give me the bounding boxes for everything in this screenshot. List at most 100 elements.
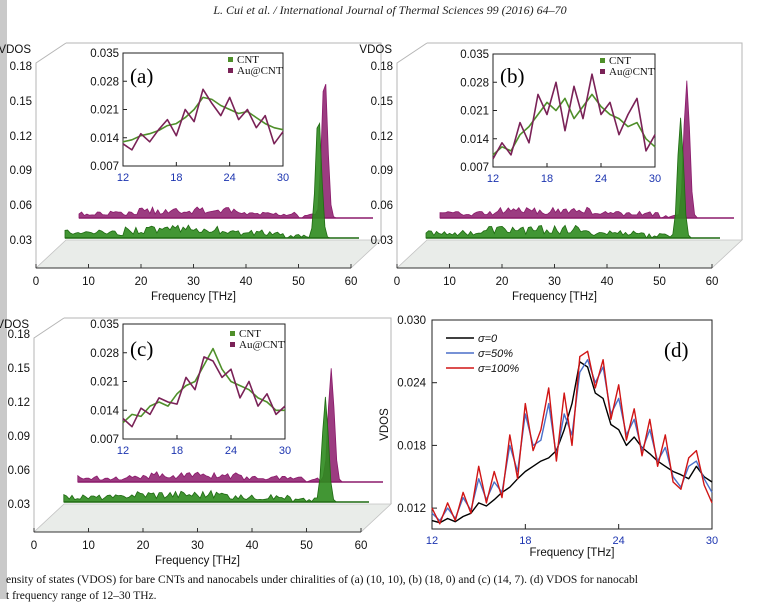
- b-y-tick-label: 0.12: [371, 131, 393, 143]
- d-legend-label-sigma-50: σ=50%: [478, 348, 513, 360]
- b-back-wall: [427, 42, 743, 240]
- a-y-tick-label: 0.09: [10, 165, 32, 177]
- c-x-tick-label: 20: [137, 540, 150, 552]
- d-y-tick-label: 0.012: [397, 503, 426, 515]
- b-inset-y-tick-label: 0.035: [460, 49, 489, 61]
- b-y-tick-label: 0.06: [371, 200, 393, 212]
- c-x-tick-label: 40: [246, 540, 259, 552]
- b-x-tick-label: 20: [496, 276, 509, 288]
- b-y-tick-label: 0.09: [371, 165, 393, 177]
- c-x-axis-title: Frequency [THz]: [155, 555, 240, 567]
- b-legend-swatch-au-cnt: [600, 69, 605, 74]
- c-panel-label: (c): [130, 337, 153, 361]
- a-inset-x-tick-label: 24: [224, 172, 236, 184]
- c-inset-series-au-cnt: [122, 356, 286, 428]
- b-x-tick-label: 30: [548, 276, 561, 288]
- b-legend-label-au-cnt: Au@CNT: [609, 66, 655, 78]
- b-inset-x-tick-label: 30: [649, 173, 661, 185]
- d-x-tick-label: 18: [519, 535, 531, 547]
- a-inset-x-tick-label: 30: [277, 172, 289, 184]
- a-inset-series-cnt: [122, 96, 284, 143]
- a-floor: [34, 239, 383, 269]
- c-y-tick-label: 0.18: [8, 329, 30, 341]
- b-inset-frame: [492, 53, 656, 168]
- b-x-tick-label: 40: [601, 276, 614, 288]
- d-x-tick-label: 24: [613, 535, 625, 547]
- a-x-tick-label: 50: [292, 276, 305, 288]
- b-x-tick-label: 60: [706, 276, 719, 288]
- b-inset-y-tick-label: 0.028: [460, 77, 489, 89]
- b-legend-label-cnt: CNT: [609, 55, 631, 67]
- c-legend-label-cnt: CNT: [239, 328, 261, 340]
- b-inset-y-tick-label: 0.007: [460, 162, 489, 174]
- b-inset-x-tick-label: 18: [541, 173, 553, 185]
- a-legend-label-au-cnt: Au@CNT: [237, 65, 283, 77]
- b-inset-series-au-cnt: [492, 73, 656, 160]
- a-y-tick-label: 0.12: [10, 131, 32, 143]
- a-inset-y-tick-label: 0.021: [90, 105, 119, 117]
- c-inset-y-tick-label: 0.021: [90, 377, 119, 389]
- d-y-tick-label: 0.024: [397, 378, 426, 390]
- b-floor: [395, 239, 744, 269]
- c-inset-y-tick-label: 0.028: [90, 348, 119, 360]
- a-back-wall: [66, 42, 382, 240]
- a-y-axis-title: VDOS: [0, 44, 31, 56]
- a-x-axis-title: Frequency [THz]: [151, 291, 236, 303]
- a-y-tick-label: 0.03: [10, 235, 32, 247]
- c-y-tick-label: 0.15: [8, 363, 30, 375]
- page-edge-bar: [0, 0, 7, 599]
- a-x-tick-label: 20: [135, 276, 148, 288]
- a-inset-x-tick-label: 18: [170, 172, 182, 184]
- a-inset-y-tick-label: 0.035: [90, 48, 119, 60]
- c-series-cnt: [63, 396, 359, 503]
- c-inset-y-tick-label: 0.014: [90, 405, 119, 417]
- a-inset-frame: [122, 52, 284, 167]
- a-x-tick-label: 10: [82, 276, 95, 288]
- d-plot-frame: [431, 319, 713, 530]
- c-x-tick-label: 60: [355, 540, 368, 552]
- c-legend-label-au-cnt: Au@CNT: [239, 339, 285, 351]
- d-series-sigma-100: [431, 350, 713, 525]
- c-x-tick-label: 10: [82, 540, 95, 552]
- d-y-tick-label: 0.030: [397, 315, 426, 327]
- figure-caption: ensity of states (VDOS) for bare CNTs an…: [6, 574, 638, 586]
- d-y-axis-title: VDOS: [379, 408, 391, 441]
- b-x-tick-label: 50: [653, 276, 666, 288]
- c-inset-y-tick-label: 0.007: [90, 434, 119, 446]
- a-inset-series-au-cnt: [122, 88, 284, 151]
- a-x-tick-label: 0: [33, 276, 39, 288]
- c-legend-swatch-cnt: [230, 331, 235, 336]
- c-x-tick-label: 50: [300, 540, 313, 552]
- c-inset-y-tick-label: 0.035: [90, 319, 119, 331]
- a-y-tick-label: 0.15: [10, 96, 32, 108]
- c-inset-series-cnt: [122, 347, 285, 424]
- d-legend-label-sigma-100: σ=100%: [478, 363, 519, 375]
- c-y-tick-label: 0.03: [8, 499, 30, 511]
- d-x-tick-label: 30: [706, 535, 718, 547]
- b-inset-x-tick-label: 12: [487, 173, 499, 185]
- d-y-tick-label: 0.018: [397, 440, 426, 452]
- b-y-tick-label: 0.15: [371, 96, 393, 108]
- d-x-tick-label: 12: [426, 535, 438, 547]
- b-y-tick-label: 0.03: [371, 235, 393, 247]
- c-inset-x-tick-label: 12: [117, 445, 129, 457]
- b-x-axis-title: Frequency [THz]: [512, 291, 597, 303]
- c-x-tick-label: 30: [191, 540, 204, 552]
- a-x-tick-label: 60: [345, 276, 358, 288]
- c-y-tick-label: 0.12: [8, 397, 30, 409]
- a-x-tick-label: 30: [187, 276, 200, 288]
- d-series-sigma-0: [431, 361, 713, 524]
- a-series-cnt: [64, 121, 349, 239]
- a-legend-swatch-au-cnt: [228, 68, 233, 73]
- b-inset-x-tick-label: 24: [595, 173, 607, 185]
- a-y-tick-label: 0.06: [10, 200, 32, 212]
- a-inset-x-tick-label: 12: [117, 172, 129, 184]
- b-x-tick-label: 0: [394, 276, 400, 288]
- d-x-axis-title: Frequency [THz]: [530, 547, 615, 559]
- c-floor: [32, 503, 393, 533]
- a-legend-label-cnt: CNT: [237, 54, 259, 66]
- a-inset-y-tick-label: 0.014: [90, 133, 119, 145]
- a-inset-y-tick-label: 0.007: [90, 161, 119, 173]
- c-y-tick-label: 0.06: [8, 465, 30, 477]
